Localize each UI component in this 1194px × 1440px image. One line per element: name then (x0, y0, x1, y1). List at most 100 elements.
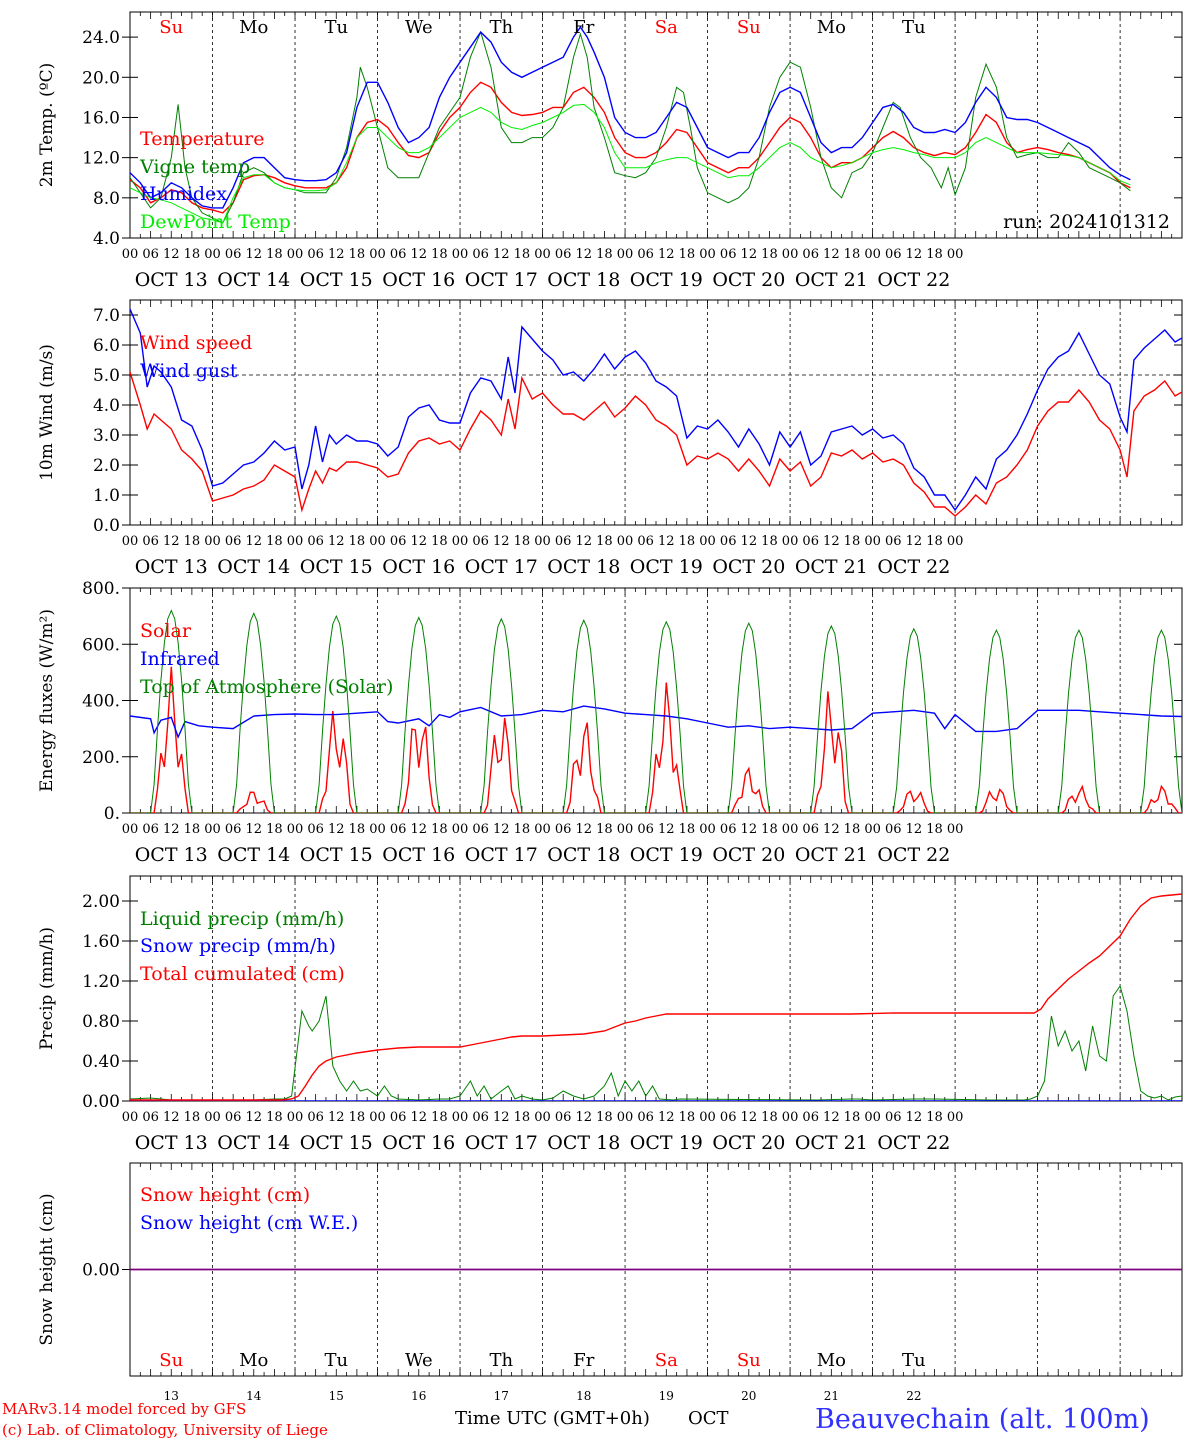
day-name-bottom: Sa (655, 1350, 678, 1371)
hour-tick-label: 00 (947, 822, 964, 837)
day-name: Su (159, 17, 183, 38)
date-label: OCT 19 (630, 556, 703, 578)
series-line (130, 893, 1182, 1101)
hour-tick-label: 06 (390, 247, 407, 262)
hour-tick-label: 18 (514, 534, 531, 549)
y-tick-label: 4.0 (93, 396, 120, 416)
hour-tick-label: 12 (741, 247, 758, 262)
series-line (130, 30, 1131, 224)
hour-tick-label: 18 (266, 534, 283, 549)
day-number: 18 (576, 1389, 591, 1403)
hour-tick-label: 06 (802, 247, 819, 262)
hour-tick-label: 12 (741, 534, 758, 549)
hour-tick-label: 12 (328, 1110, 345, 1125)
hour-tick-label: 06 (720, 534, 737, 549)
hour-tick-label: 00 (452, 247, 469, 262)
y-tick-label: 1.20 (82, 972, 120, 992)
hour-tick-label: 00 (287, 822, 304, 837)
y-tick-label: 400. (82, 692, 120, 712)
y-tick-label: 2.0 (93, 456, 120, 476)
date-label: OCT 22 (877, 556, 950, 578)
legend-entry: Snow height (cm W.E.) (140, 1212, 358, 1234)
y-tick-label: 0. (104, 804, 120, 824)
day-name-bottom: Su (159, 1350, 183, 1371)
hour-tick-label: 12 (741, 822, 758, 837)
hour-tick-label: 12 (328, 247, 345, 262)
hour-tick-label: 00 (864, 822, 881, 837)
y-tick-label: 800. (82, 579, 120, 599)
day-number: 14 (246, 1389, 262, 1403)
hour-tick-label: 06 (720, 247, 737, 262)
series-line (130, 984, 1182, 1101)
legend-entry: Wind speed (140, 332, 252, 354)
date-label: OCT 22 (877, 1132, 950, 1154)
hour-tick-label: 12 (411, 534, 428, 549)
date-label: OCT 16 (382, 844, 455, 866)
hour-tick-label: 00 (617, 822, 634, 837)
legend-entry: Infrared (140, 648, 220, 670)
date-label: OCT 20 (712, 844, 785, 866)
series-group (130, 609, 1182, 813)
day-name: Sa (655, 17, 678, 38)
y-tick-label: 200. (82, 748, 120, 768)
hour-tick-label: 18 (926, 822, 943, 837)
hour-tick-label: 00 (452, 822, 469, 837)
hour-tick-label: 06 (225, 247, 242, 262)
date-label: OCT 17 (465, 844, 538, 866)
y-axis-label: Snow height (cm) (37, 1193, 57, 1345)
hour-tick-label: 06 (885, 822, 902, 837)
hour-tick-label: 18 (266, 822, 283, 837)
hour-tick-label: 00 (617, 534, 634, 549)
x-axis-month: OCT (688, 1408, 729, 1429)
date-label: OCT 21 (795, 556, 868, 578)
footer-credit: (c) Lab. of Climatology, University of L… (2, 1421, 328, 1439)
hour-tick-label: 06 (225, 1110, 242, 1125)
hour-tick-label: 12 (823, 822, 840, 837)
series-line (130, 705, 1182, 740)
hour-tick-label: 12 (245, 247, 262, 262)
y-tick-label: 0.80 (82, 1012, 120, 1032)
hour-tick-label: 18 (184, 534, 201, 549)
series-group (130, 308, 1182, 517)
hour-tick-label: 12 (576, 534, 593, 549)
hour-tick-label: 18 (596, 822, 613, 837)
hour-tick-label: 00 (204, 534, 221, 549)
hour-tick-label: 00 (287, 247, 304, 262)
hour-tick-label: 12 (245, 822, 262, 837)
hour-tick-label: 12 (163, 822, 180, 837)
y-tick-label: 16.0 (82, 108, 120, 128)
hour-tick-label: 18 (266, 247, 283, 262)
hour-tick-label: 12 (658, 1110, 675, 1125)
hour-tick-label: 00 (369, 1110, 386, 1125)
y-tick-label: 24.0 (82, 28, 120, 48)
legend-entry: Wind gust (140, 360, 238, 382)
day-name-bottom: We (405, 1350, 433, 1371)
hour-tick-label: 18 (431, 822, 448, 837)
series-group (130, 893, 1182, 1101)
panel-1: 4.0 8.0 12.0 16.0 20.0 24.0 2m Temp. (ºC) Tempe… (37, 11, 1183, 291)
station-name: Beauvechain (alt. 100m) (815, 1404, 1150, 1435)
hour-tick-label: 06 (390, 534, 407, 549)
day-number: 22 (906, 1389, 921, 1403)
legend-entry: Top of Atmosphere (Solar) (140, 676, 393, 698)
series-line (130, 666, 1182, 813)
hour-tick-label: 18 (184, 822, 201, 837)
hour-tick-label: 18 (679, 534, 696, 549)
hour-tick-label: 18 (926, 534, 943, 549)
hour-tick-label: 00 (369, 247, 386, 262)
hour-tick-label: 06 (802, 534, 819, 549)
hour-tick-label: 18 (349, 822, 366, 837)
hour-tick-label: 00 (782, 534, 799, 549)
hour-tick-label: 18 (349, 1110, 366, 1125)
hour-tick-label: 00 (534, 822, 551, 837)
hour-tick-label: 00 (122, 247, 139, 262)
hour-tick-label: 12 (576, 822, 593, 837)
hour-tick-label: 18 (184, 247, 201, 262)
hour-tick-label: 12 (245, 534, 262, 549)
date-label: OCT 16 (382, 269, 455, 291)
y-tick-label: 0.0 (93, 516, 120, 536)
hour-tick-label: 06 (390, 822, 407, 837)
date-label: OCT 17 (465, 556, 538, 578)
panel-3: 0. 200. 400. 600. 800. Energy fluxes (W/m²) So… (37, 579, 1183, 866)
day-name: Mo (817, 17, 846, 38)
